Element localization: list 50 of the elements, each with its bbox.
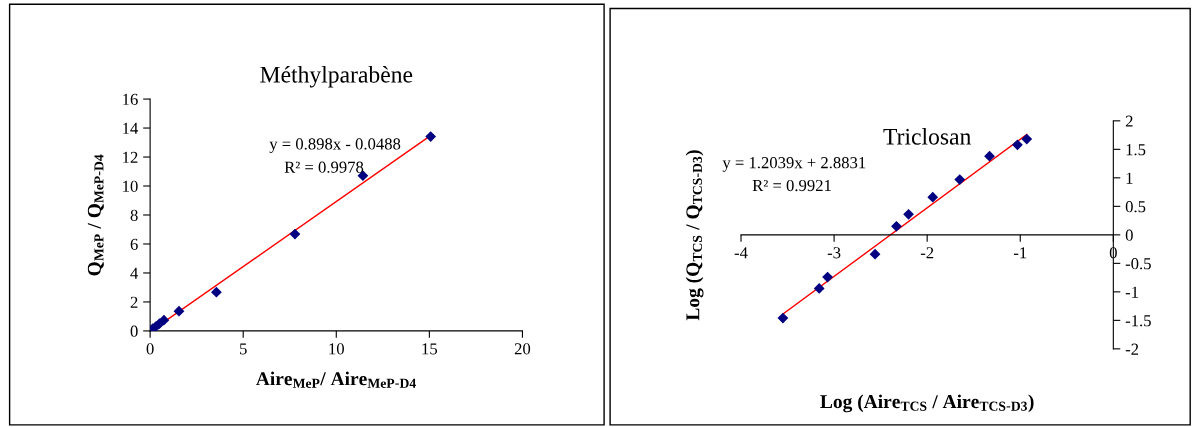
x-tick-label: -2 (920, 247, 934, 259)
y-axis-title: Log (Q$_{TCS}$ / Q$_{TCS-D3}$) (685, 150, 704, 321)
x-tick-label: -3 (827, 247, 841, 259)
point (1021, 133, 1033, 145)
point (984, 150, 995, 162)
y-tick-label: 0.5 (1125, 201, 1146, 213)
y-axis-title: Q$_{MeP}$ / Q$_{MeP-D4}$ (87, 154, 104, 276)
y-tick-label: 0 (130, 325, 138, 337)
x-tick-label: -1 (1013, 247, 1027, 259)
x-axis-title: Log (Aire$_{TCS}$ / Aire$_{TCS-D3}$) (820, 394, 1034, 413)
point (954, 174, 966, 185)
x-tick-label: 0 (146, 343, 154, 355)
y-tick-label: -0.5 (1125, 258, 1151, 270)
y-tick-label: 0 (1125, 229, 1133, 241)
annotation: R² = 0.9978 (284, 161, 364, 173)
point (173, 305, 185, 317)
annotation: y = 1.2039x + 2.8831 (722, 157, 866, 172)
x-tick-label: -4 (734, 247, 748, 259)
y-tick-label: 6 (130, 238, 138, 250)
y-tick-label: 12 (123, 151, 138, 163)
y-tick-label: 2 (1125, 115, 1133, 127)
point (1012, 139, 1023, 151)
y-tick-label: -1.5 (1125, 315, 1151, 327)
chart-title: Triclosan (883, 128, 971, 145)
y-tick-label: 14 (123, 122, 139, 134)
y-tick-label: 1 (1126, 172, 1133, 184)
y-tick-label: 2 (130, 296, 138, 308)
y-tick-label: -1 (1125, 286, 1139, 298)
point (777, 312, 789, 324)
chart-title: Méthylparabène (260, 65, 413, 88)
point (211, 286, 222, 298)
annotation: R² = 0.9921 (752, 179, 831, 192)
x-tick-label: 10 (329, 343, 344, 355)
y-tick-label: 10 (123, 180, 138, 192)
x-tick-label: 15 (422, 343, 438, 355)
point (903, 208, 914, 220)
point (891, 220, 902, 232)
y-tick-label: 4 (130, 267, 139, 279)
y-tick-label: 8 (130, 209, 138, 221)
point (869, 248, 881, 260)
point (927, 191, 939, 203)
annotation: y = 0.898x - 0.0488 (269, 138, 401, 153)
x-tick-label: 5 (240, 343, 247, 355)
point (425, 131, 437, 142)
x-axis-title: Aire$_{MeP}$/ Aire$_{MeP-D4}$ (255, 371, 416, 388)
y-tick-label: 16 (123, 93, 138, 106)
x-tick-label: 20 (514, 343, 531, 355)
point (813, 283, 825, 294)
point (289, 228, 301, 240)
y-tick-label: 1.5 (1126, 144, 1146, 156)
